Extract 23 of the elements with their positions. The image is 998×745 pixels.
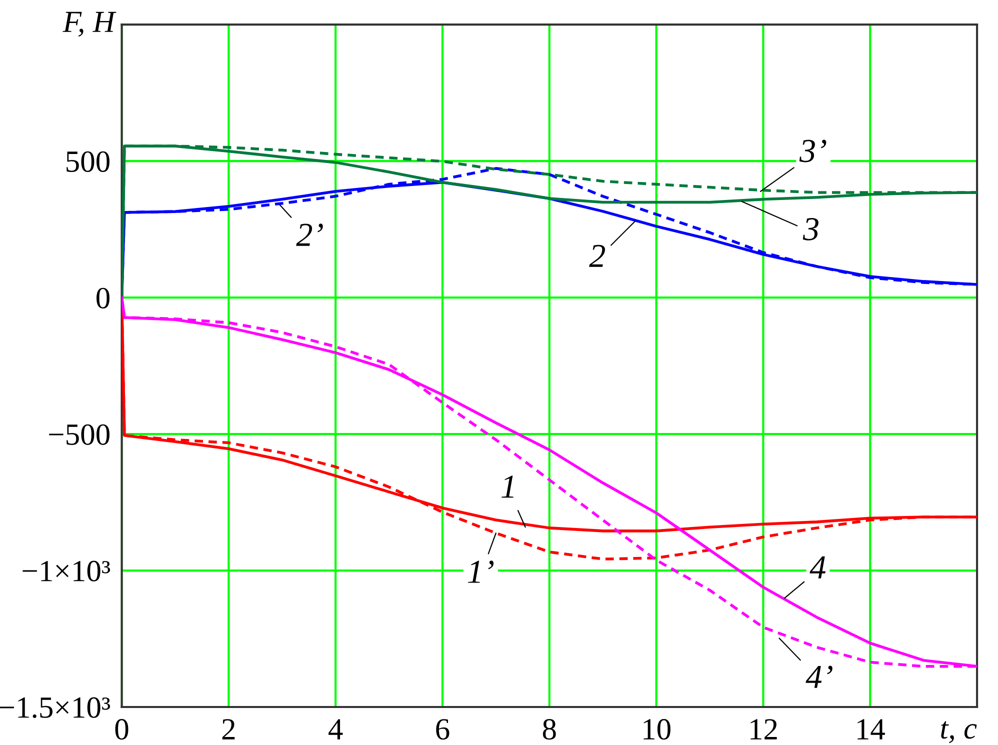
annotation: 4 xyxy=(810,556,826,578)
x-tick-label: 4 xyxy=(328,719,343,740)
y-tick-label: 0 xyxy=(96,288,110,308)
annotation: 3’ xyxy=(799,140,826,162)
x-tick-label: 0 xyxy=(115,719,128,740)
y-tick-label: −1×10³ xyxy=(22,560,110,582)
y-tick-label: 500 xyxy=(66,151,110,172)
x-tick-label: 8 xyxy=(542,719,556,740)
y-tick-label: −500 xyxy=(49,424,110,445)
x-tick-label: 14 xyxy=(858,719,885,740)
x-tick-label: 6 xyxy=(436,719,450,740)
annotation: 4’ xyxy=(806,666,832,688)
x-tick-label: 2 xyxy=(222,719,235,740)
annotation: 3 xyxy=(802,218,818,240)
annotation: 2 xyxy=(589,244,606,267)
y-axis-title: F, H xyxy=(62,12,116,37)
annotation: 1’ xyxy=(468,560,494,583)
x-tick-label: 12 xyxy=(750,719,777,740)
annotation: 2’ xyxy=(296,224,323,246)
x-axis-title: t, c xyxy=(941,721,977,744)
x-tick-label: 10 xyxy=(644,719,670,740)
annotation: 1 xyxy=(502,476,514,498)
y-tick-label: −1.5×10³ xyxy=(0,697,110,718)
